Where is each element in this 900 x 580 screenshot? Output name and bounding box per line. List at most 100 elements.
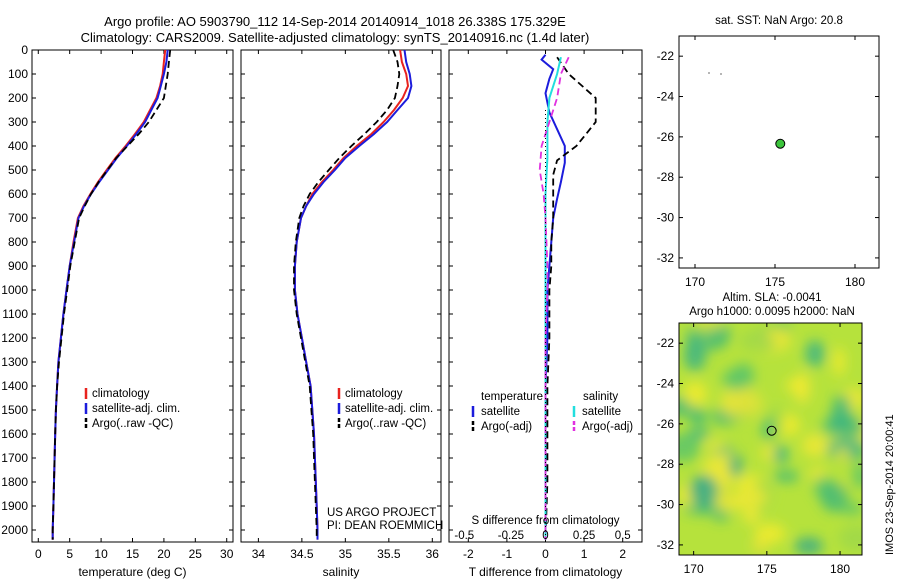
- sla-blob: [835, 448, 850, 462]
- difference-xtick-label: 0: [542, 547, 549, 561]
- sla-blob: [773, 470, 800, 483]
- salinity-series-line: [293, 49, 401, 540]
- temperature-series-line: [51, 49, 169, 540]
- sla-blob: [794, 537, 824, 555]
- legend-salinity-label: satellite: [582, 406, 621, 418]
- sst_map-argo-point: [775, 138, 786, 149]
- sla-blob: [832, 347, 846, 377]
- sla-blob: [694, 323, 724, 330]
- depth-tick-label: 1400: [1, 379, 28, 393]
- difference-s-tick-label: -0.25: [498, 530, 524, 542]
- sla-map-panel: 170 175 180 -22 -24 -26 -28 -30 -32 Altim. SLA: -…: [657, 292, 863, 576]
- temperature-series-line: [51, 49, 172, 540]
- imos-side-label: IMOS 23-Sep-2014 20:00:41: [884, 414, 896, 555]
- header-line-1: Argo profile: AO 5903790_112 14-Sep-2014…: [104, 14, 566, 29]
- sla-blob: [754, 523, 786, 544]
- depth-tick-label: 1000: [1, 283, 28, 297]
- difference-xtick-label: -2: [463, 547, 474, 561]
- sla-blob: [687, 428, 711, 439]
- difference-s-tick-label: 0.25: [573, 530, 595, 542]
- depth-tick-label: 300: [8, 115, 28, 129]
- sla-blob: [838, 524, 862, 552]
- legend-temperature-label: Argo(-adj): [481, 421, 532, 433]
- sla-blob: [852, 463, 862, 489]
- sla-field: [679, 323, 862, 555]
- sla-blob: [761, 445, 777, 461]
- temperature-xtick-label: 30: [220, 547, 234, 561]
- temperature-xtick-label: 25: [189, 547, 203, 561]
- header-line-2: Climatology: CARS2009. Satellite-adjuste…: [81, 30, 590, 45]
- depth-tick-label: 900: [8, 259, 28, 273]
- temperature-xtick-label: 15: [126, 547, 140, 561]
- depth-tick-label: 1800: [1, 475, 28, 489]
- sla-blob: [840, 503, 862, 516]
- depth-tick-label: 1500: [1, 403, 28, 417]
- difference-s-tick-label: -0.5: [454, 530, 474, 542]
- sst_map-frame: [678, 35, 880, 269]
- sla-blob: [728, 453, 743, 478]
- sst_map-ytick-label: -26: [657, 130, 675, 144]
- depth-tick-label: 1900: [1, 499, 28, 513]
- sst_map-ytick-label: -22: [657, 49, 675, 63]
- salinity-xtick-label: 36: [426, 547, 440, 561]
- project-annotation: PI: DEAN ROEMMICH: [327, 520, 443, 532]
- sla-blob: [830, 417, 862, 438]
- depth-tick-label: 700: [8, 211, 28, 225]
- sla-blob: [805, 340, 825, 368]
- depth-tick-label: 1600: [1, 427, 28, 441]
- salinity-xtick-label: 34.5: [290, 547, 314, 561]
- sla-blob: [689, 407, 708, 427]
- legend-temperature-title: temperature: [481, 391, 543, 403]
- sla-blob: [683, 340, 707, 371]
- depth-tick-label: 0: [21, 43, 28, 57]
- sla_map-ytick-label: -30: [657, 498, 675, 512]
- sst_map-xtick-label: 175: [765, 275, 785, 289]
- project-annotation: US ARGO PROJECT: [327, 507, 436, 519]
- sla-blob: [722, 368, 749, 391]
- sla-blob: [762, 417, 775, 442]
- sla_map-xtick-label: 175: [757, 562, 777, 576]
- depth-tick-label: 800: [8, 235, 28, 249]
- salinity-series-line: [293, 49, 410, 540]
- legend-salinity-label: Argo(-adj): [582, 421, 633, 433]
- sla-blob: [784, 379, 808, 392]
- temperature-frame: [31, 49, 234, 543]
- sla_map-ytick-label: -32: [657, 538, 675, 552]
- salinity-series-line: [293, 49, 413, 540]
- sla_map-ytick-label: -24: [657, 377, 675, 391]
- sst-map-title: sat. SST: NaN Argo: 20.8: [715, 15, 843, 27]
- difference-series-line: [538, 56, 570, 540]
- difference-xlabel: T difference from climatology: [469, 565, 623, 579]
- sla_map-frame: [678, 322, 863, 556]
- sla-blob: [832, 395, 852, 411]
- sla-map-title-1: Altim. SLA: -0.0041: [722, 292, 821, 304]
- sst-map-panel: 170 175 180 -22 -24 -26 -28 -30 -32 sat. SST: NaN…: [657, 15, 880, 289]
- sla-blob: [801, 433, 829, 458]
- depth-tick-label: 200: [8, 91, 28, 105]
- temperature-legend-label: climatology: [92, 388, 150, 400]
- sla_map-argo-point: [766, 425, 777, 436]
- depth-tick-label: 400: [8, 139, 28, 153]
- sla-blob: [742, 506, 760, 525]
- sla-blob: [723, 389, 764, 418]
- depth-tick-label: 600: [8, 187, 28, 201]
- sla_map-ytick-label: -22: [657, 336, 675, 350]
- difference-s-tick-label: 0.5: [615, 530, 631, 542]
- difference-xlabel-top: S difference from climatology: [471, 515, 619, 527]
- temperature-legend-label: satellite-adj. clim.: [92, 403, 180, 415]
- difference-xtick-label: -1: [502, 547, 513, 561]
- temperature-xtick-label: 5: [66, 547, 73, 561]
- sst-speck: [720, 73, 722, 75]
- sla-blob: [683, 381, 708, 407]
- salinity-xtick-label: 35.5: [377, 547, 401, 561]
- sst_map-ytick-label: -32: [657, 251, 675, 265]
- salinity-legend-label: climatology: [345, 388, 403, 400]
- difference-s-tick-label: 0: [542, 530, 548, 542]
- sla-blob: [820, 482, 849, 513]
- salinity-xtick-label: 35: [339, 547, 353, 561]
- sla-blob: [679, 433, 701, 462]
- depth-tick-label: 1700: [1, 451, 28, 465]
- salinity-xlabel: salinity: [323, 565, 360, 579]
- temperature-panel: 0 5 10 15 20 25 300100200300400500600700800900…: [1, 43, 233, 579]
